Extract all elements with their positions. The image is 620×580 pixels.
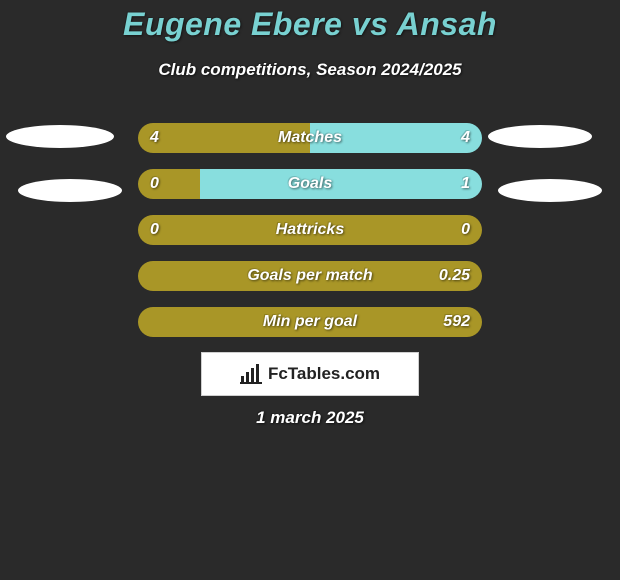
stat-value-left: 4	[150, 123, 159, 153]
date-label: 1 march 2025	[0, 408, 620, 428]
stat-metric-label: Hattricks	[138, 215, 482, 245]
stat-value-left: 0	[150, 169, 159, 199]
bar-chart-icon	[240, 364, 262, 384]
stat-metric-label: Goals	[138, 169, 482, 199]
stat-metric-label: Min per goal	[138, 307, 482, 337]
decor-ellipse	[18, 179, 122, 202]
stat-value-left: 0	[150, 215, 159, 245]
decor-ellipse	[498, 179, 602, 202]
subtitle: Club competitions, Season 2024/2025	[0, 60, 620, 80]
stat-value-right: 1	[461, 169, 470, 199]
stat-value-right: 4	[461, 123, 470, 153]
stat-value-right: 592	[443, 307, 470, 337]
stat-value-right: 0.25	[439, 261, 470, 291]
stat-row: Hattricks0 0	[138, 215, 482, 245]
stat-row: Goals per match0.25	[138, 261, 482, 291]
page-title: Eugene Ebere vs Ansah	[0, 6, 620, 43]
stat-metric-label: Matches	[138, 123, 482, 153]
stat-metric-label: Goals per match	[138, 261, 482, 291]
stat-value-right: 0	[461, 215, 470, 245]
stat-row: Matches4 4	[138, 123, 482, 153]
decor-ellipse	[6, 125, 114, 148]
brand-attribution: FcTables.com	[201, 352, 419, 396]
brand-text: FcTables.com	[268, 364, 380, 384]
stat-row: Min per goal592	[138, 307, 482, 337]
decor-ellipse	[488, 125, 592, 148]
comparison-card: Eugene Ebere vs Ansah Club competitions,…	[0, 0, 620, 580]
stat-row: Goals0 1	[138, 169, 482, 199]
